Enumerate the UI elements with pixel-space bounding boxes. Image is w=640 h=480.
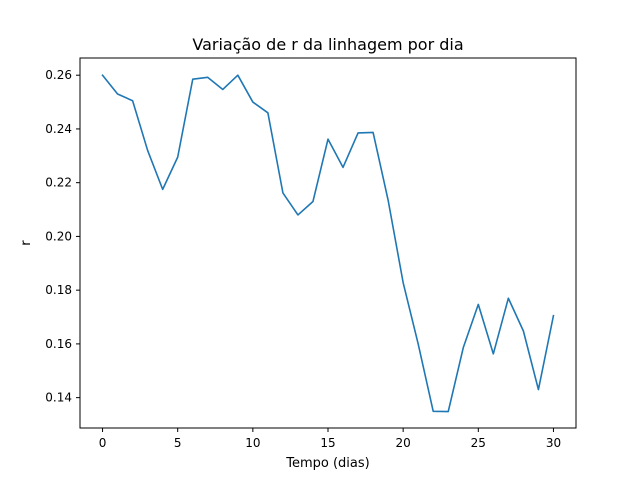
x-tick-label: 30: [546, 436, 561, 450]
plot-frame: [79, 57, 577, 429]
chart-title: Variação de r da linhagem por dia: [192, 35, 463, 54]
x-tick-label: 15: [320, 436, 335, 450]
y-axis-label: r: [19, 240, 34, 246]
plot-area: [79, 57, 577, 429]
y-tick-label: 0.14: [45, 391, 72, 405]
y-tick-label: 0.18: [45, 283, 72, 297]
x-tick-label: 25: [471, 436, 486, 450]
x-axis: 0 5 10 15 20 25 30: [99, 428, 561, 450]
series-line-0: [101, 74, 555, 413]
x-tick-label: 20: [396, 436, 411, 450]
y-tick-label: 0.26: [45, 68, 72, 82]
y-tick-label: 0.20: [45, 229, 72, 243]
y-axis: 0.14 0.16 0.18 0.20 0.22 0.24 0.26: [45, 68, 80, 405]
y-tick-label: 0.24: [45, 122, 72, 136]
x-tick-label: 5: [174, 436, 182, 450]
x-tick-label: 10: [245, 436, 260, 450]
y-tick-label: 0.22: [45, 176, 72, 190]
x-tick-label: 0: [99, 436, 107, 450]
x-axis-label: Tempo (dias): [285, 456, 369, 471]
y-tick-label: 0.16: [45, 337, 72, 351]
